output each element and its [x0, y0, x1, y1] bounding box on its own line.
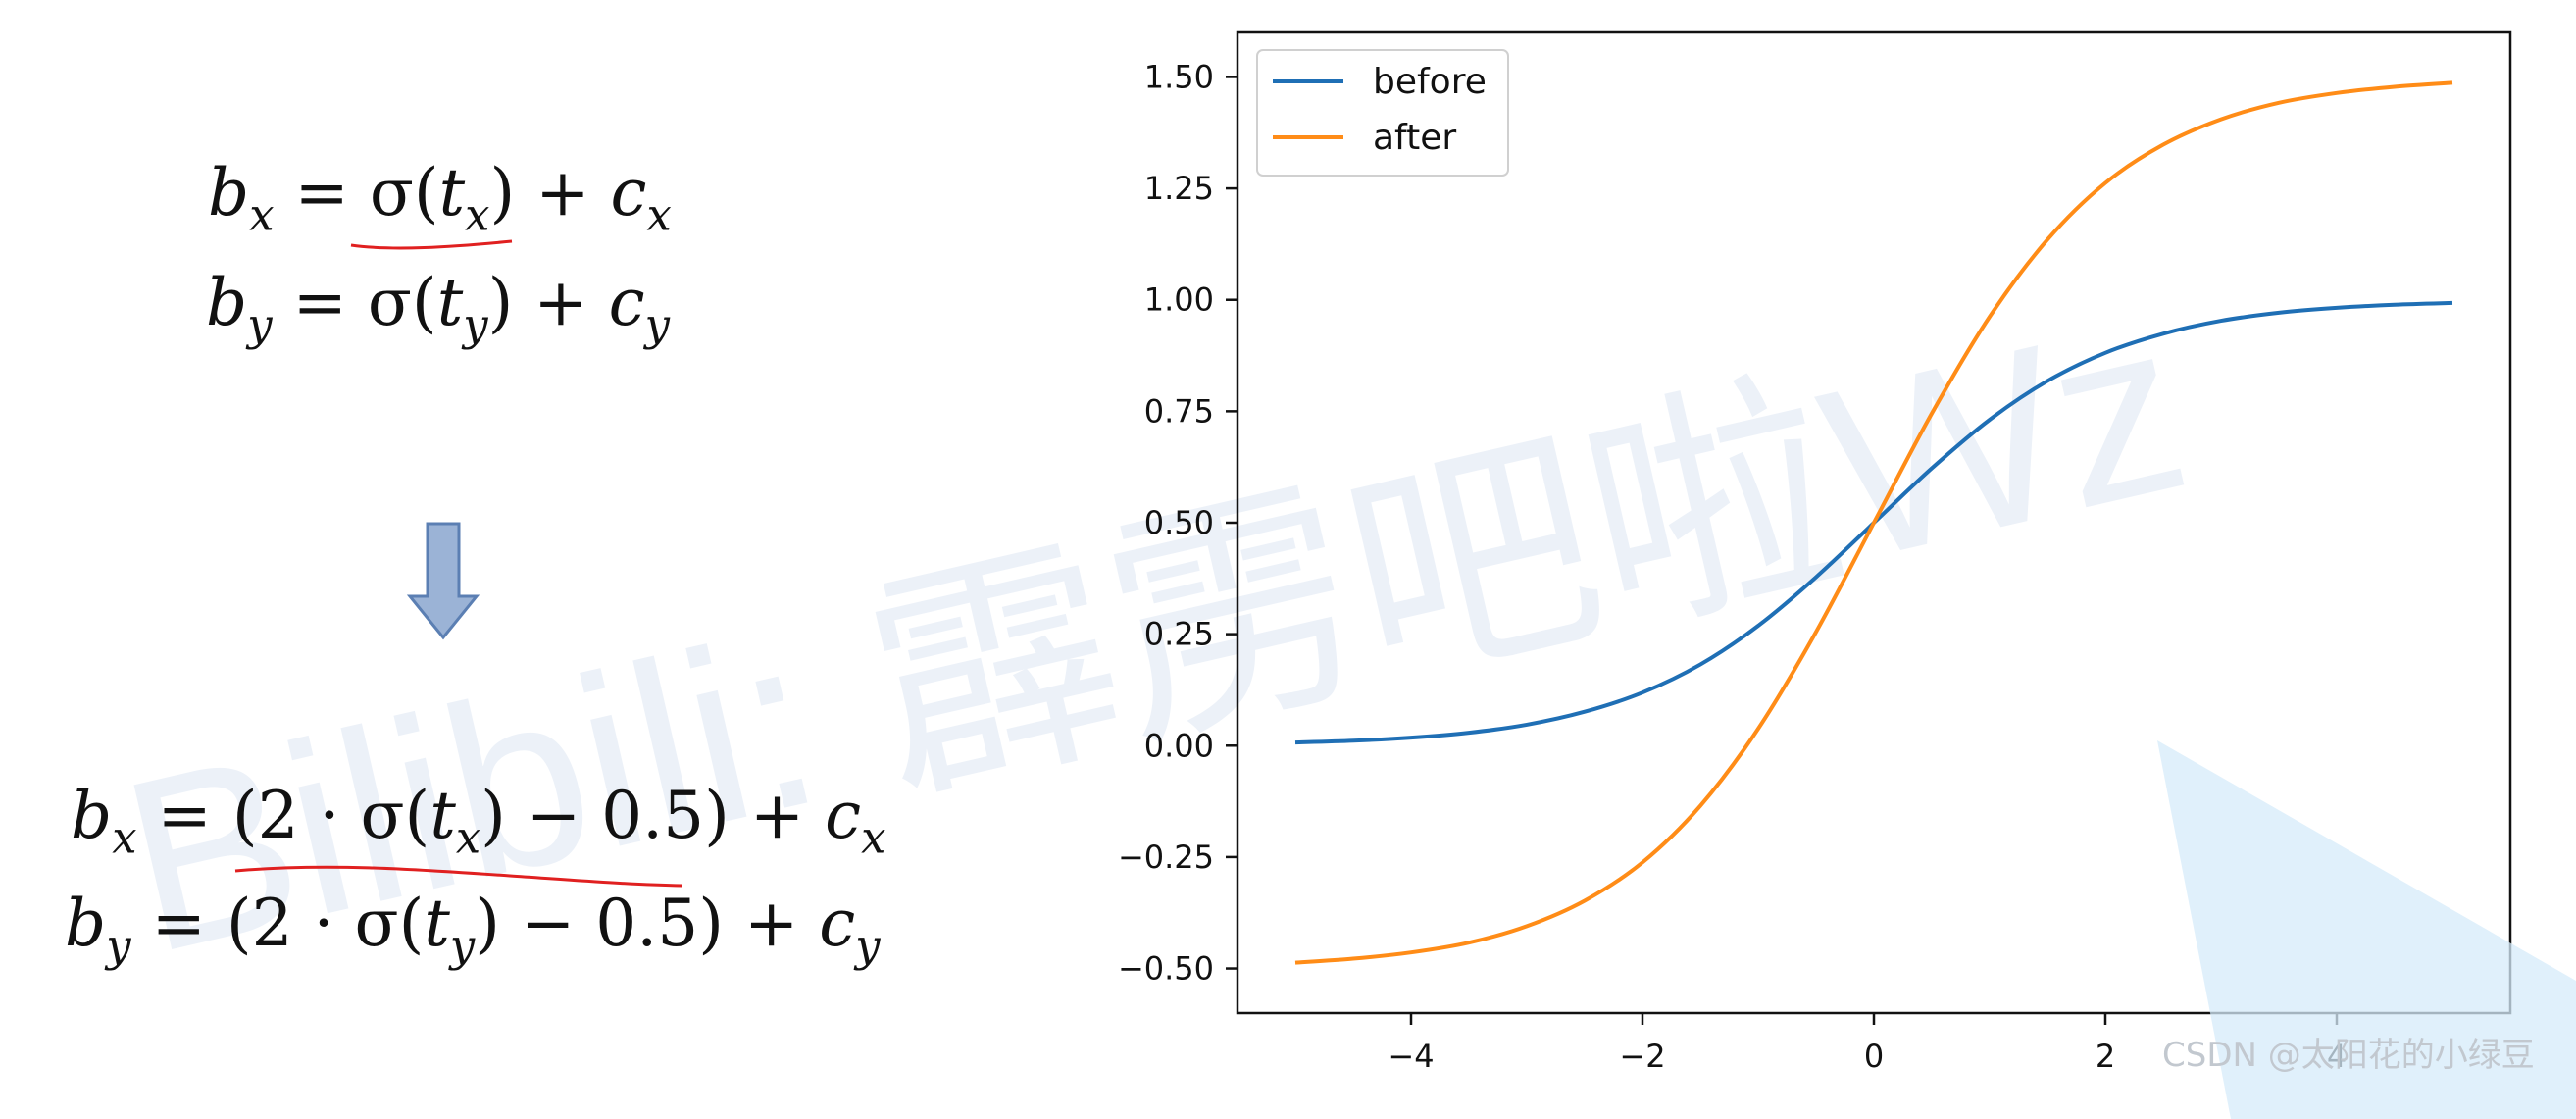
- series-lines: [1294, 80, 2453, 965]
- y-tick-label: 0.00: [1144, 727, 1214, 764]
- y-tick-label: −0.50: [1118, 950, 1214, 988]
- series-line-after: [1294, 80, 2453, 965]
- legend: before after: [1256, 49, 1509, 177]
- x-tick-label: −4: [1388, 1038, 1434, 1075]
- formula-bx-original: bx = σ(tx) + cx: [208, 155, 672, 241]
- y-tick-label: 1.00: [1144, 281, 1214, 319]
- y-tick-label: 1.25: [1144, 170, 1214, 207]
- formula-by-original: by = σ(ty) + cy: [206, 265, 670, 351]
- y-tick-label: 0.25: [1144, 616, 1214, 653]
- x-tick-label: 0: [1864, 1038, 1884, 1075]
- x-tick-label: 2: [2096, 1038, 2115, 1075]
- y-tick-label: 0.75: [1144, 392, 1214, 430]
- y-axis: −0.50 −0.25 0.00 0.25 0.50 0.75 1.00 1.25 1.50: [1118, 58, 1237, 988]
- y-tick-label: 0.50: [1144, 504, 1214, 541]
- y-tick-label: −0.25: [1118, 839, 1214, 876]
- formula-by-modified: by = (2 · σ(ty) − 0.5) + cy: [65, 886, 881, 972]
- y-tick-label: 1.50: [1144, 58, 1214, 95]
- legend-label-after: after: [1373, 118, 1456, 158]
- x-tick-label: −2: [1619, 1038, 1665, 1075]
- csdn-watermark: CSDN @太阳花的小绿豆: [2162, 1036, 2535, 1075]
- down-arrow-icon: [406, 522, 480, 640]
- formula-bx-modified: bx = (2 · σ(tx) − 0.5) + cx: [71, 778, 886, 864]
- legend-label-before: before: [1373, 62, 1487, 102]
